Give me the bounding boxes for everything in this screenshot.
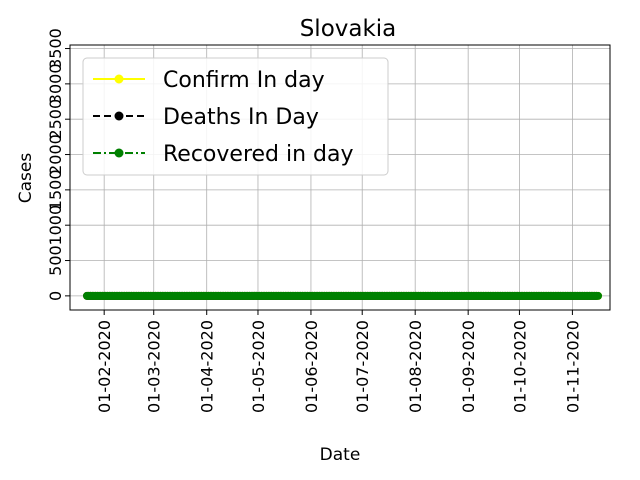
x-tick-label: 01-03-2020 [145, 320, 164, 413]
x-tick-label: 01-06-2020 [302, 320, 321, 413]
x-axis: 01-02-2020 01-03-2020 01-04-2020 01-05-2020… [95, 310, 582, 413]
x-tick-label: 01-05-2020 [249, 320, 268, 413]
y-tick-label: 2500 [46, 99, 65, 140]
x-tick-label: 01-11-2020 [563, 320, 582, 413]
series-recovered-in-day [83, 291, 603, 300]
legend-label-confirm-in-day: Confirm In day [163, 68, 325, 93]
y-tick-label: 1000 [46, 205, 65, 246]
legend-marker-recovered-in-day [114, 148, 124, 158]
legend-marker-confirm-in-day [114, 74, 124, 84]
legend: Confirm In day Deaths In Day Recovered in … [82, 57, 389, 176]
legend-marker-deaths-in-day [114, 111, 124, 121]
x-axis-title: Date [320, 445, 361, 465]
y-tick-label: 2000 [46, 134, 65, 175]
x-tick-label: 01-09-2020 [459, 320, 478, 413]
y-tick-label: 0 [46, 291, 65, 301]
plot-frame [69, 44, 611, 311]
x-tick-label: 01-04-2020 [198, 320, 217, 413]
y-tick-label: 3500 [46, 28, 65, 69]
legend-label-recovered-in-day: Recovered in day [163, 142, 354, 167]
legend-box [82, 57, 389, 176]
x-tick-label: 01-08-2020 [406, 320, 425, 413]
series-layer [83, 291, 603, 300]
y-tick-label: 3000 [46, 64, 65, 105]
chart-title: Slovakia [300, 16, 397, 42]
data-point [594, 291, 603, 300]
x-tick-label: 01-02-2020 [95, 320, 114, 413]
x-tick-label: 01-10-2020 [510, 320, 529, 413]
y-tick-label: 1500 [46, 170, 65, 211]
legend-label-deaths-in-day: Deaths In Day [163, 105, 319, 130]
x-tick-label: 01-07-2020 [353, 320, 372, 413]
y-axis-title: Cases [16, 153, 36, 204]
y-tick-label: 500 [46, 245, 65, 276]
